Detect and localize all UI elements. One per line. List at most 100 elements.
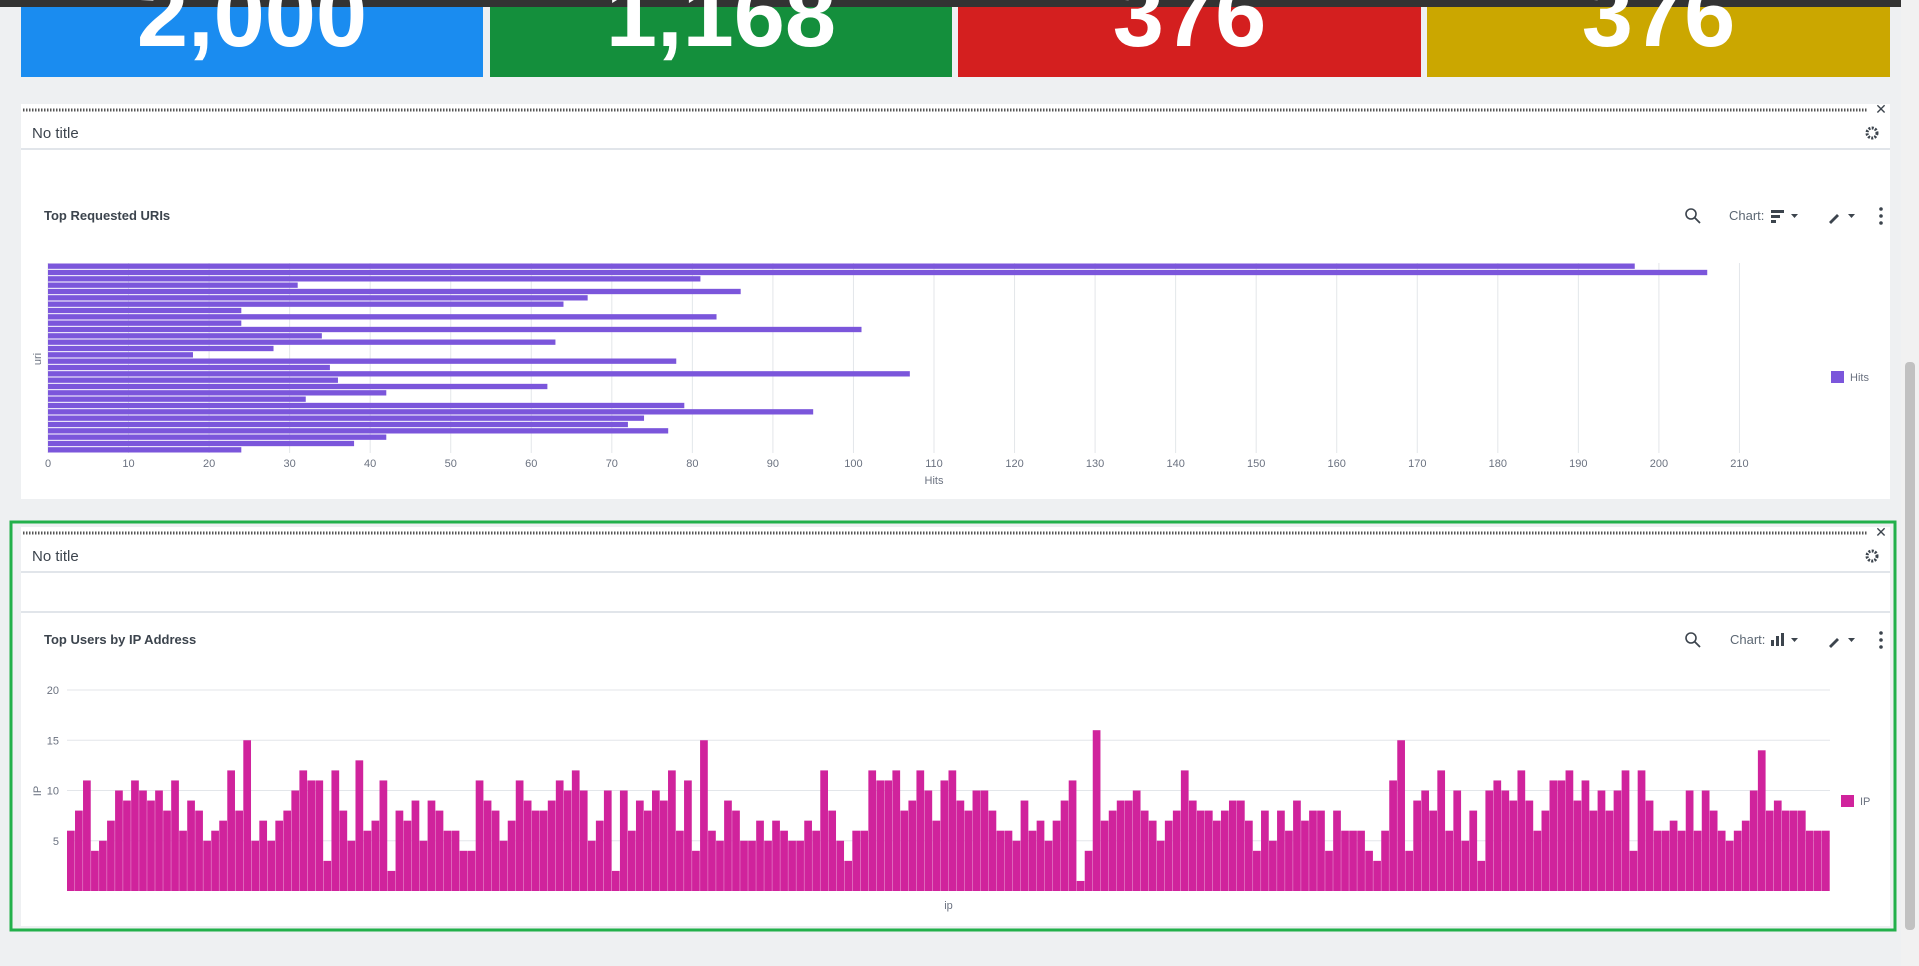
bar bbox=[48, 326, 862, 333]
single-value: 376 bbox=[1582, 0, 1736, 66]
bar bbox=[451, 830, 460, 891]
more-icon[interactable] bbox=[1879, 207, 1883, 225]
bar bbox=[595, 820, 604, 891]
bar bbox=[1164, 820, 1173, 891]
single-value: 376 bbox=[1113, 0, 1267, 66]
bar bbox=[83, 780, 91, 891]
bar bbox=[1220, 810, 1229, 891]
bar bbox=[347, 840, 356, 891]
chart-type-icon[interactable] bbox=[1771, 210, 1798, 223]
x-tick-label: 170 bbox=[1408, 458, 1426, 470]
bar bbox=[956, 800, 965, 891]
bar bbox=[147, 800, 155, 891]
bar bbox=[48, 307, 242, 314]
search-icon[interactable] bbox=[1685, 632, 1701, 648]
bar bbox=[539, 810, 548, 891]
bar bbox=[1060, 800, 1069, 891]
bar bbox=[1637, 770, 1646, 891]
bar bbox=[1565, 770, 1574, 891]
bar bbox=[1661, 830, 1670, 891]
bar bbox=[852, 830, 861, 891]
bar bbox=[1605, 810, 1614, 891]
bar bbox=[1557, 780, 1566, 891]
bar bbox=[1309, 810, 1317, 891]
bar bbox=[371, 820, 380, 891]
scrollbar-thumb[interactable] bbox=[1905, 362, 1915, 930]
bar bbox=[48, 390, 387, 396]
chart-type-icon[interactable] bbox=[1771, 633, 1798, 646]
single-value-tile bbox=[490, 7, 952, 77]
bar bbox=[748, 840, 756, 891]
bar bbox=[1429, 810, 1438, 891]
close-icon[interactable]: ✕ bbox=[1875, 524, 1887, 540]
bar bbox=[643, 810, 652, 891]
bar bbox=[1100, 820, 1109, 891]
bar bbox=[676, 830, 684, 891]
bar bbox=[692, 850, 700, 891]
bar bbox=[523, 800, 532, 891]
bar bbox=[48, 276, 701, 282]
bar bbox=[555, 780, 564, 891]
x-tick-label: 100 bbox=[844, 458, 862, 470]
bar bbox=[1365, 850, 1373, 891]
bar bbox=[716, 840, 724, 891]
bar bbox=[1669, 820, 1678, 891]
bar bbox=[483, 800, 492, 891]
bar bbox=[1405, 850, 1413, 891]
panel-title[interactable]: No title bbox=[32, 548, 79, 565]
format-icon[interactable] bbox=[1829, 638, 1855, 648]
bar bbox=[1052, 820, 1061, 891]
bar bbox=[411, 800, 420, 891]
bar bbox=[668, 770, 676, 891]
bar bbox=[780, 830, 788, 891]
bar bbox=[1765, 810, 1774, 891]
bar bbox=[379, 780, 388, 891]
bar bbox=[756, 820, 764, 891]
bar bbox=[563, 790, 572, 891]
bar bbox=[627, 830, 636, 891]
bar bbox=[1068, 780, 1077, 891]
bar bbox=[459, 850, 468, 891]
x-tick-label: 180 bbox=[1489, 458, 1507, 470]
panel-title[interactable]: No title bbox=[32, 125, 79, 142]
x-tick-label: 40 bbox=[364, 458, 376, 470]
bar bbox=[1493, 780, 1502, 891]
bar bbox=[48, 364, 330, 371]
bar bbox=[1437, 770, 1446, 891]
bar bbox=[139, 790, 147, 891]
bar bbox=[1485, 790, 1494, 891]
gear-icon[interactable] bbox=[1865, 126, 1879, 140]
bar bbox=[491, 810, 500, 891]
x-tick-label: 160 bbox=[1328, 458, 1346, 470]
bar bbox=[1341, 830, 1349, 891]
bar bbox=[836, 840, 845, 891]
bar bbox=[1581, 780, 1590, 891]
bar bbox=[331, 770, 340, 891]
chart-menu[interactable]: Chart: bbox=[1730, 632, 1765, 647]
bar bbox=[1613, 790, 1622, 891]
search-icon[interactable] bbox=[1685, 208, 1701, 224]
bar bbox=[48, 428, 669, 434]
x-tick-label: 20 bbox=[203, 458, 215, 470]
close-icon[interactable]: ✕ bbox=[1875, 101, 1887, 117]
gear-icon[interactable] bbox=[1865, 549, 1879, 563]
x-tick-label: 130 bbox=[1086, 458, 1104, 470]
bar bbox=[1573, 800, 1582, 891]
single-value-tile bbox=[958, 7, 1421, 77]
bar bbox=[179, 830, 187, 891]
chart-title: Top Requested URIs bbox=[44, 208, 170, 223]
bar bbox=[1180, 770, 1189, 891]
more-icon[interactable] bbox=[1879, 631, 1883, 649]
chart-menu[interactable]: Chart: bbox=[1729, 208, 1764, 223]
bar bbox=[660, 800, 668, 891]
bar bbox=[291, 790, 300, 891]
bar bbox=[1677, 830, 1686, 891]
bar bbox=[219, 820, 227, 891]
bar bbox=[860, 830, 869, 891]
bar bbox=[964, 810, 973, 891]
format-icon[interactable] bbox=[1829, 214, 1855, 224]
x-tick-label: 90 bbox=[767, 458, 779, 470]
x-tick-label: 200 bbox=[1650, 458, 1668, 470]
chart-title: Top Users by IP Address bbox=[44, 632, 196, 647]
